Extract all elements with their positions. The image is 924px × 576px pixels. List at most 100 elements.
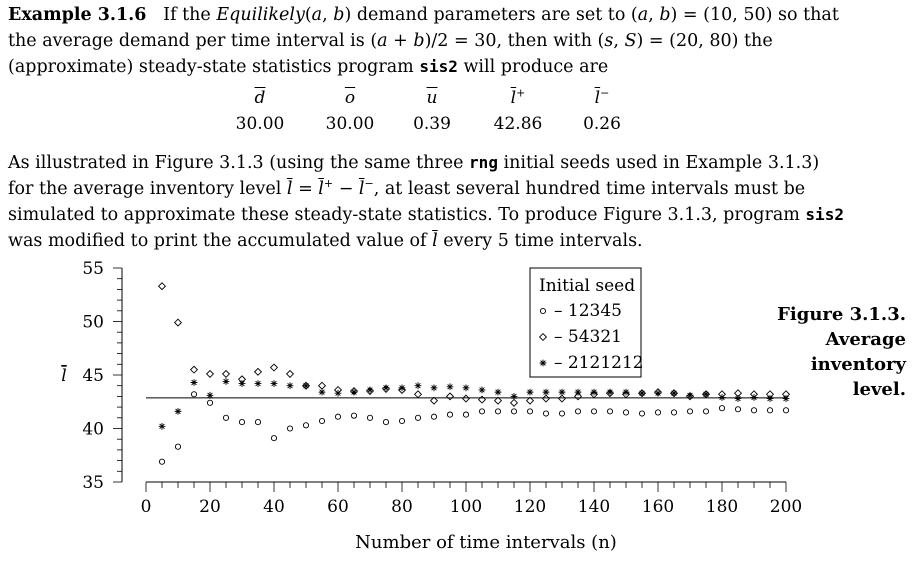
program-name: sis2: [419, 57, 458, 76]
y-tick-label: 55: [82, 259, 104, 279]
x-tick-label: 100: [450, 497, 482, 517]
caption-line: Average: [825, 329, 906, 350]
stat-header: o: [344, 88, 356, 108]
legend-marker-asterisk: [539, 359, 547, 367]
data-point-seed-54321: [541, 394, 551, 403]
paragraph-example: Example 3.1.6 If the Equilikely(a, b) de…: [8, 2, 848, 80]
data-point-seed-12345: [238, 419, 246, 426]
x-tick-label: 180: [706, 497, 738, 517]
data-point-seed-2121212: [558, 388, 566, 396]
data-point-seed-12345: [494, 408, 502, 415]
math-var: b: [413, 31, 425, 51]
text-run: was modified to print the accumulated va…: [8, 231, 433, 251]
data-point-seed-54321: [573, 392, 583, 401]
math-var: a: [311, 5, 323, 25]
text-run: initial seeds used in Example 3.1.3) for…: [8, 153, 820, 199]
data-point-seed-2121212: [654, 389, 662, 397]
y-tick-label: 40: [82, 420, 104, 440]
data-point-seed-12345: [158, 458, 166, 465]
data-point-seed-12345: [558, 410, 566, 417]
data-point-seed-12345: [542, 410, 550, 417]
data-point-seed-12345: [190, 391, 198, 398]
data-point-seed-2121212: [590, 388, 598, 396]
legend-entry: – 54321: [554, 327, 622, 347]
x-tick-label: 140: [578, 497, 610, 517]
stat-value: 42.86: [493, 114, 543, 134]
data-point-seed-2121212: [350, 388, 358, 396]
math-var: l: [358, 179, 365, 199]
distribution-name: Equilikely: [216, 5, 305, 25]
text-run: ,: [648, 5, 660, 25]
data-point-seed-54321: [221, 369, 231, 378]
data-point-seed-54321: [269, 363, 279, 372]
data-point-seed-2121212: [334, 389, 342, 397]
data-point-seed-12345: [590, 408, 598, 415]
stat-value: 0.39: [413, 114, 451, 134]
data-point-seed-12345: [750, 407, 758, 414]
figure-caption: Figure 3.1.3. Average inventory level.: [736, 302, 906, 402]
data-point-seed-12345: [286, 425, 294, 432]
stat-header: u: [426, 88, 438, 108]
caption-line: Figure 3.1.3.: [777, 304, 906, 325]
data-point-seed-12345: [334, 413, 342, 420]
y-tick-label: 45: [82, 366, 104, 386]
data-point-seed-54321: [173, 318, 183, 327]
data-point-seed-54321: [557, 394, 567, 403]
data-point-seed-12345: [670, 409, 678, 416]
data-point-seed-2121212: [462, 384, 470, 392]
data-point-seed-2121212: [734, 395, 742, 402]
x-tick-label: 160: [642, 497, 674, 517]
data-point-seed-2121212: [222, 378, 230, 385]
data-point-seed-12345: [222, 414, 230, 421]
data-point-seed-54321: [413, 390, 423, 399]
data-point-seed-12345: [398, 417, 406, 425]
data-point-seed-12345: [622, 409, 630, 416]
data-point-seed-2121212: [542, 388, 550, 396]
data-point-seed-2121212: [254, 380, 262, 387]
data-point-seed-2121212: [190, 379, 198, 386]
math-var: a: [377, 31, 388, 51]
data-point-seed-2121212: [718, 394, 726, 401]
data-point-seed-2121212: [318, 388, 326, 396]
data-point-seed-2121212: [670, 389, 678, 397]
y-tick-label: 35: [82, 473, 104, 493]
data-point-seed-2121212: [414, 382, 422, 390]
data-point-seed-2121212: [478, 386, 486, 394]
data-point-seed-12345: [254, 419, 262, 426]
data-point-seed-12345: [654, 409, 662, 416]
data-point-seed-54321: [285, 369, 295, 378]
caption-line: level.: [852, 379, 906, 400]
x-tick-label: 80: [391, 497, 413, 517]
stat-header: d: [254, 88, 266, 108]
data-point-seed-12345: [782, 407, 790, 414]
x-tick-label: 60: [327, 497, 349, 517]
data-point-seed-2121212: [446, 383, 454, 391]
legend-entry: – 2121212: [554, 353, 644, 373]
paragraph-figure-intro: As illustrated in Figure 3.1.3 (using th…: [8, 150, 848, 254]
data-point-seed-2121212: [366, 386, 374, 394]
data-point-seed-54321: [589, 390, 599, 399]
x-tick-label: 120: [514, 497, 546, 517]
example-heading: Example 3.1.6: [8, 5, 147, 25]
data-point-seed-54321: [205, 369, 215, 378]
data-point-seed-12345: [462, 411, 470, 418]
data-point-seed-12345: [302, 422, 310, 429]
superscript: +: [323, 177, 334, 191]
data-point-seed-2121212: [174, 407, 182, 415]
y-tick-label: 50: [82, 313, 104, 333]
data-point-seed-54321: [429, 396, 439, 405]
data-point-seed-12345: [510, 408, 518, 415]
data-point-seed-12345: [702, 408, 710, 415]
data-point-seed-2121212: [574, 388, 582, 396]
data-point-seed-12345: [318, 417, 326, 425]
data-point-seed-54321: [461, 394, 471, 403]
math-var: l: [432, 231, 438, 251]
data-point-seed-54321: [317, 381, 327, 390]
data-point-seed-12345: [686, 408, 694, 415]
stat-value: 30.00: [235, 114, 285, 134]
data-point-seed-2121212: [622, 388, 630, 396]
stat-header: l−: [594, 86, 610, 108]
data-point-seed-2121212: [270, 380, 278, 387]
text-run: ) demand parameters are set to (: [344, 5, 638, 25]
